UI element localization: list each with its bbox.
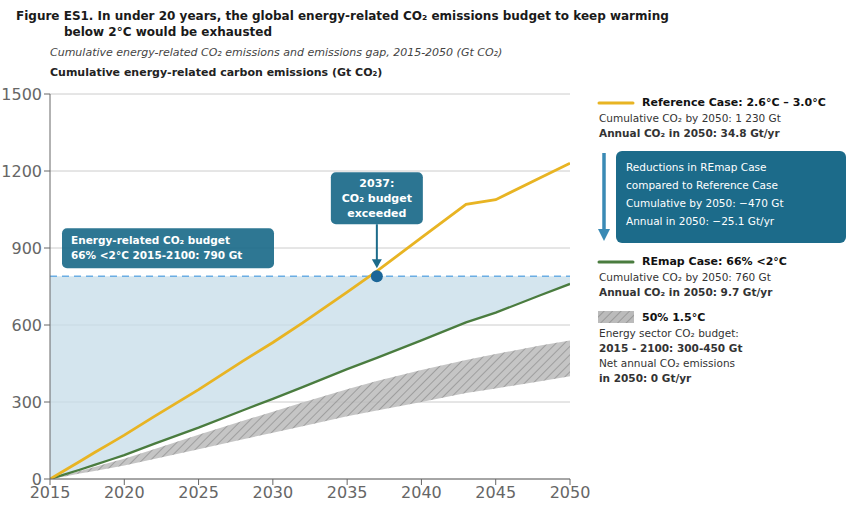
svg-text:2050: 2050 bbox=[550, 483, 590, 502]
svg-text:1500: 1500 bbox=[8, 85, 42, 104]
html-text:Reference Case: 2.6°C – 3.0°C: Reference Case: 2.6°C – 3.0°C bbox=[642, 96, 826, 109]
svg-text:0: 0 bbox=[32, 470, 42, 489]
html-text:Cumulative energy-related CO₂: Cumulative energy-related CO₂ emissions … bbox=[50, 46, 503, 59]
html-text:2015 - 2100: 300-450 Gt: 2015 - 2100: 300-450 Gt bbox=[599, 342, 743, 354]
svg-text:CO₂ budget: CO₂ budget bbox=[342, 192, 412, 205]
html-text:Energy sector CO₂ budget:: Energy sector CO₂ budget: bbox=[599, 327, 739, 339]
svg-text:Energy-related CO₂ budget: Energy-related CO₂ budget bbox=[71, 234, 230, 246]
html-text:50% 1.5°C: 50% 1.5°C bbox=[642, 310, 706, 324]
html-text:Cumulative CO₂ by 2050: 760 Gt: Cumulative CO₂ by 2050: 760 Gt bbox=[599, 271, 771, 283]
svg-text:900: 900 bbox=[11, 239, 42, 258]
svg-text:1200: 1200 bbox=[8, 162, 42, 181]
svg-text:2015: 2015 bbox=[29, 483, 71, 503]
svg-text:2030: 2030 bbox=[252, 483, 293, 502]
svg-text:2037:: 2037: bbox=[359, 177, 394, 190]
html-text:Net annual CO₂ emissions: Net annual CO₂ emissions bbox=[599, 357, 735, 369]
svg-text:66% <2°C 2015-2100: 790 Gt: 66% <2°C 2015-2100: 790 Gt bbox=[71, 249, 242, 261]
html-text:Figure ES1. In under 20 years,: Figure ES1. In under 20 years, the globa… bbox=[16, 9, 669, 23]
html-text:compared to Reference Case: compared to Reference Case bbox=[626, 179, 778, 191]
html-text:Annual in 2050: −25.1 Gt/yr: Annual in 2050: −25.1 Gt/yr bbox=[626, 215, 775, 227]
html-text:Cumulative CO₂ by 2050: 1 230: Cumulative CO₂ by 2050: 1 230 Gt bbox=[599, 112, 781, 124]
html-text:Cumulative energy-related carb: Cumulative energy-related carbon emissio… bbox=[50, 66, 383, 79]
html-text:REmap Case: 66% <2°C: REmap Case: 66% <2°C bbox=[642, 255, 787, 268]
svg-text:2025: 2025 bbox=[178, 483, 219, 502]
svg-text:2020: 2020 bbox=[104, 483, 145, 502]
svg-text:2040: 2040 bbox=[401, 483, 442, 502]
html-text:Annual CO₂ in 2050: 9.7 Gt/yr: Annual CO₂ in 2050: 9.7 Gt/yr bbox=[599, 286, 773, 298]
svg-text:2035: 2035 bbox=[327, 483, 368, 502]
svg-text:300: 300 bbox=[11, 393, 42, 412]
html-text:below 2°C would be exhausted: below 2°C would be exhausted bbox=[64, 25, 272, 39]
svg-text:exceeded: exceeded bbox=[347, 207, 406, 220]
svg-text:2045: 2045 bbox=[475, 483, 516, 502]
html-text:in 2050: 0 Gt/yr: in 2050: 0 Gt/yr bbox=[599, 372, 692, 384]
html-text:Annual CO₂ in 2050: 34.8 Gt/yr: Annual CO₂ in 2050: 34.8 Gt/yr bbox=[599, 127, 780, 139]
html-text:Reductions in REmap Case: Reductions in REmap Case bbox=[626, 161, 767, 173]
svg-text:600: 600 bbox=[11, 316, 42, 335]
html-text:Cumulative by 2050: −470 Gt: Cumulative by 2050: −470 Gt bbox=[626, 197, 784, 209]
